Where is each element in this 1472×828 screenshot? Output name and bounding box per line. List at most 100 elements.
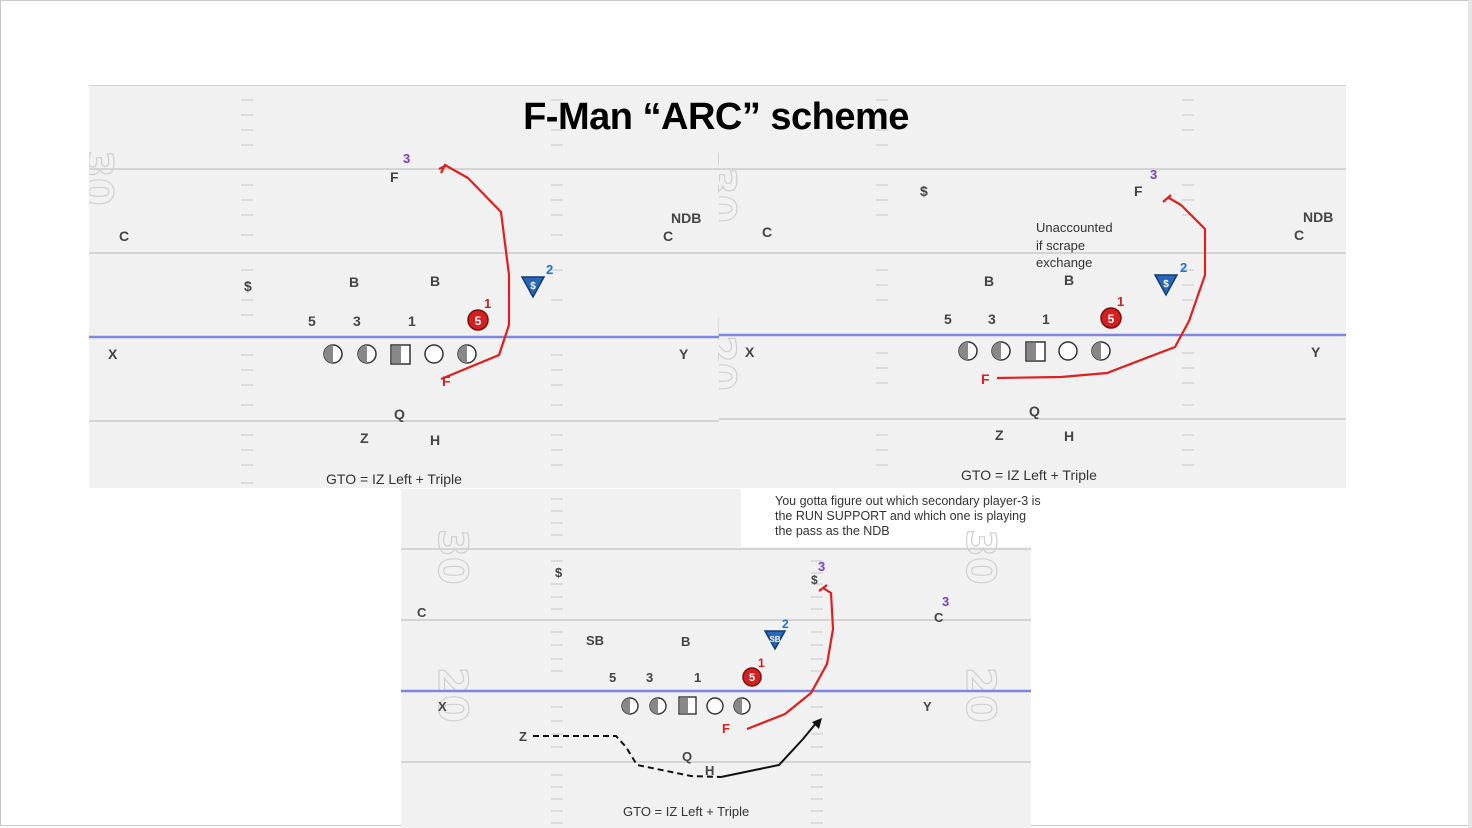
player-y: Y bbox=[1311, 344, 1321, 360]
open-circle-icon bbox=[1058, 341, 1078, 361]
play-diagram-right: 30 20 30 $ 3 F C NDB C Unaccounted if sc… bbox=[719, 85, 1346, 488]
player-h: H bbox=[705, 763, 714, 778]
field-number: 20 bbox=[957, 667, 1003, 723]
player-c-left: C bbox=[762, 224, 772, 240]
play-caption: GTO = IZ Left + Triple bbox=[961, 467, 1097, 483]
player-number: 2 bbox=[546, 262, 553, 277]
player-number: 1 bbox=[484, 296, 491, 311]
player-f: F bbox=[722, 721, 730, 736]
field-number: 20 bbox=[429, 667, 475, 723]
red-player-circle bbox=[742, 667, 762, 687]
open-circle-icon bbox=[706, 697, 724, 715]
hash-marks bbox=[876, 99, 1194, 466]
play-diagram-left-svg: 30 30 20 3 F C NDB C $ B B 5 3 1 1 5 $ 2… bbox=[89, 85, 719, 487]
player-b: B bbox=[681, 634, 690, 649]
safety-triangle-icon bbox=[520, 276, 546, 299]
player-number: 2 bbox=[782, 617, 789, 631]
player-c-right: C bbox=[1294, 227, 1304, 243]
player-b: B bbox=[430, 273, 440, 289]
gap-number: 1 bbox=[694, 670, 701, 685]
half-circle-icon bbox=[457, 344, 477, 364]
player-f-top: F bbox=[1134, 183, 1143, 199]
player-x: X bbox=[438, 699, 447, 714]
center-square-icon bbox=[1025, 341, 1046, 362]
player-dollar: $ bbox=[920, 183, 928, 199]
half-circle-icon bbox=[991, 341, 1011, 361]
offensive-line bbox=[323, 344, 477, 365]
player-q: Q bbox=[1029, 403, 1040, 419]
player-q: Q bbox=[682, 749, 692, 764]
player-y: Y bbox=[923, 699, 932, 714]
player-f-bottom: F bbox=[442, 373, 451, 389]
red-player-label: 5 bbox=[749, 672, 755, 684]
player-c-right: C bbox=[663, 228, 673, 244]
player-h: H bbox=[1064, 428, 1074, 444]
f-arc-route bbox=[440, 163, 511, 381]
play-caption: GTO = IZ Left + Triple bbox=[326, 471, 462, 487]
player-b: B bbox=[984, 273, 994, 289]
player-y: Y bbox=[679, 346, 689, 362]
red-player-label: 5 bbox=[475, 314, 482, 328]
player-x: X bbox=[745, 344, 755, 360]
page-title: F-Man “ARC” scheme bbox=[523, 96, 909, 138]
note-line: Unaccounted bbox=[1036, 220, 1113, 235]
player-sb: SB bbox=[586, 633, 604, 648]
half-circle-icon bbox=[357, 344, 377, 364]
player-q: Q bbox=[394, 406, 405, 422]
route-block-mark bbox=[818, 584, 828, 592]
route-block-mark bbox=[438, 164, 448, 170]
player-h: H bbox=[430, 432, 440, 448]
run-support-annotation: You gotta figure out which secondary pla… bbox=[775, 494, 1041, 538]
gap-number: 3 bbox=[353, 313, 361, 329]
field-number: 30 bbox=[719, 167, 743, 223]
player-z: Z bbox=[360, 430, 369, 446]
gap-number: 5 bbox=[308, 313, 316, 329]
field-number: 30 bbox=[429, 529, 475, 585]
player-b: B bbox=[1064, 272, 1074, 288]
field-lines bbox=[401, 548, 1031, 763]
gap-number: 5 bbox=[609, 670, 616, 685]
play-diagram-bottom: 30 20 30 20 $ 3 $ 3 C C SB B 5 3 1 1 5 S… bbox=[401, 489, 1031, 828]
center-square-icon bbox=[390, 344, 411, 365]
half-circle-icon bbox=[958, 341, 978, 361]
field-number: 30 bbox=[957, 529, 1003, 585]
f-arc-route bbox=[746, 587, 835, 731]
hash-marks bbox=[551, 498, 823, 824]
field-lines bbox=[719, 85, 1346, 420]
player-number: 2 bbox=[1180, 260, 1187, 275]
player-number: 1 bbox=[1117, 294, 1124, 309]
player-z: Z bbox=[519, 729, 527, 744]
player-c-left: C bbox=[119, 228, 129, 244]
player-dollar: $ bbox=[555, 565, 563, 580]
player-f-bottom: F bbox=[981, 371, 990, 387]
offensive-line bbox=[958, 341, 1111, 362]
note-line: exchange bbox=[1036, 255, 1092, 270]
player-z: Z bbox=[995, 427, 1004, 443]
field-number: 30 bbox=[89, 150, 120, 206]
half-circle-icon bbox=[649, 697, 667, 715]
route-block-mark bbox=[1162, 194, 1172, 203]
gap-number: 3 bbox=[988, 311, 996, 327]
play-caption: GTO = IZ Left + Triple bbox=[623, 804, 749, 819]
player-ndb: NDB bbox=[671, 210, 701, 226]
half-circle-icon bbox=[323, 344, 343, 364]
half-circle-icon bbox=[621, 697, 639, 715]
note-line: if scrape bbox=[1036, 238, 1085, 253]
player-x: X bbox=[108, 346, 118, 362]
z-motion-path bbox=[533, 735, 722, 778]
f-arc-route bbox=[996, 197, 1207, 380]
field-lines bbox=[89, 85, 719, 422]
offensive-line bbox=[621, 696, 751, 715]
open-circle-icon bbox=[424, 344, 444, 364]
annotation-backdrop bbox=[741, 489, 1031, 547]
player-c-right: C bbox=[934, 610, 944, 625]
safety-label: $ bbox=[1163, 279, 1169, 290]
safety-label: $ bbox=[530, 281, 536, 292]
player-number: 3 bbox=[818, 559, 825, 574]
player-number: 1 bbox=[758, 656, 765, 670]
hash-marks bbox=[241, 99, 563, 484]
player-number: 3 bbox=[403, 151, 410, 166]
player-c-left: C bbox=[417, 605, 427, 620]
player-dollar: $ bbox=[811, 573, 818, 587]
half-circle-icon bbox=[1091, 341, 1111, 361]
